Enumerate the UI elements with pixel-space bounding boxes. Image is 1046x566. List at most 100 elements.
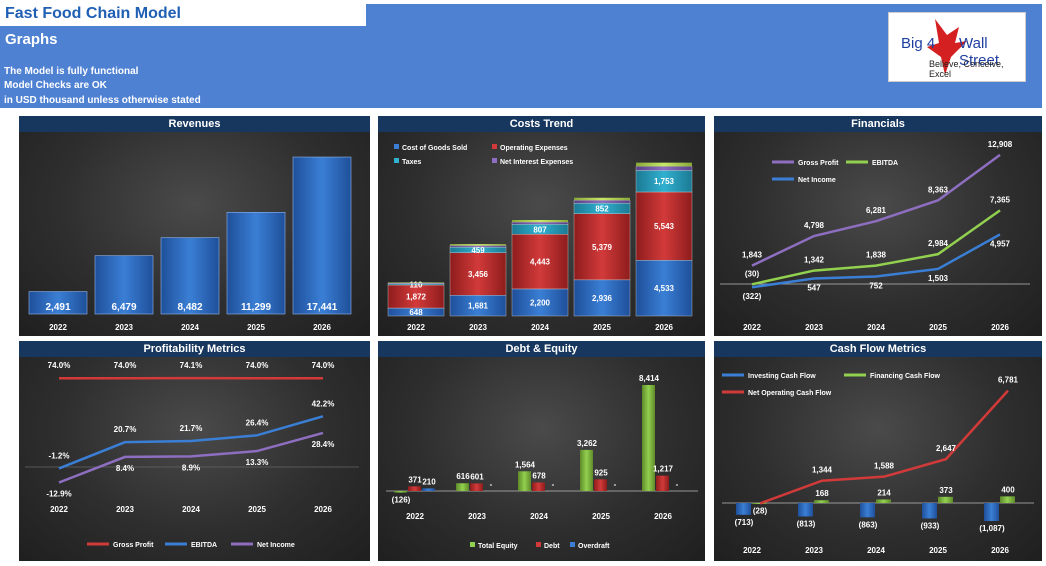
profitability-label-0-1: 74.0% — [114, 361, 137, 370]
cost-label-1-2024: 4,443 — [530, 258, 551, 267]
financials-label-0-1: 4,798 — [804, 221, 825, 230]
cost-bar-extra-2024 — [512, 220, 568, 223]
cost-label-1-2026: 5,543 — [654, 222, 675, 231]
cost-bar-3-2025 — [573, 200, 631, 204]
cost-bar-0-2025 — [573, 279, 631, 317]
debt-equity-label-2-2024: - — [552, 480, 555, 489]
cost-bar-1-2025 — [573, 213, 631, 281]
revenue-label-2026: 17,441 — [307, 302, 338, 313]
debt-equity-label-2-2026: - — [676, 480, 679, 489]
debt-equity-label-0-2025: 3,262 — [577, 439, 598, 448]
cost-label-2-2023: 459 — [471, 246, 485, 255]
legend-cogs-label: Cost of Goods Sold — [402, 145, 467, 152]
cash-flow-panel: Cash Flow Metrics (713) (28) 2022 (813) 168 2… — [714, 341, 1042, 561]
legend-opex-label: Operating Expenses — [500, 145, 568, 152]
company-logo: Big 4 Wall Street Believe, Conceive, Exc… — [888, 12, 1026, 82]
cash-flow-bar-1-2024 — [876, 499, 891, 503]
cash-flow-label-1-2024: 214 — [877, 488, 891, 497]
financials-label-1-2: 1,838 — [866, 251, 887, 260]
legend-net-income-label: Net Income — [798, 177, 836, 184]
cost-label-1-2025: 5,379 — [592, 243, 613, 252]
cost-bar-1-2026 — [635, 191, 693, 261]
cost-label-0-2022: 648 — [409, 308, 423, 317]
profitability-xtick-2024: 2024 — [182, 505, 200, 514]
cost-label-0-2025: 2,936 — [592, 294, 613, 303]
logo-text-right: Wall Street — [959, 35, 1000, 69]
cash-flow-label-1-2026: 400 — [1001, 485, 1015, 494]
debt-equity-label-1-2024: 678 — [532, 471, 546, 480]
logo-text-left: Big 4 — [901, 35, 936, 52]
logo-eagle-icon — [927, 19, 967, 75]
debt-equity-panel: Debt & Equity (126) 371 210 2022 616 601-2023… — [378, 341, 705, 561]
cash-flow-xtick-2022: 2022 — [743, 546, 761, 555]
cash-flow-bar-0-2022 — [736, 503, 751, 515]
revenue-label-2025: 11,299 — [241, 302, 271, 313]
legend-opex-swatch — [492, 144, 497, 149]
model-status-note: The Model is fully functional — [4, 66, 139, 77]
debt-equity-bar-1-2026 — [656, 475, 669, 491]
cash-flow-xtick-2024: 2024 — [867, 546, 885, 555]
debt-equity-bar-1-2023 — [470, 483, 483, 491]
profitability-label-1-1: 20.7% — [114, 425, 137, 434]
cash-flow-bar-0-2026 — [984, 503, 999, 522]
cost-label-2-2025: 852 — [595, 204, 609, 213]
debt-equity-xtick-2026: 2026 — [654, 512, 672, 521]
cash-flow-bar-0-2024 — [860, 503, 875, 518]
revenue-bar-2022 — [28, 291, 88, 315]
revenue-bar-2025 — [226, 212, 286, 315]
legend-gross-profit-label: Gross Profit — [798, 160, 839, 167]
debt-equity-label-1-2022: 371 — [408, 475, 422, 484]
profitability-label-2-4: 28.4% — [312, 440, 335, 449]
financials-label-1-4: 7,365 — [990, 195, 1011, 204]
financials-label-2-4: 4,957 — [990, 239, 1011, 248]
financials-xtick-2025: 2025 — [929, 323, 947, 332]
cash-flow-label-0-2026: (1,087) — [979, 524, 1005, 533]
cost-xtick-2022: 2022 — [407, 323, 425, 332]
legend-net-operating-cf-label: Net Operating Cash Flow — [748, 390, 832, 397]
cost-bar-extra-2025 — [574, 197, 630, 201]
cash-flow-bar-0-2025 — [922, 503, 937, 519]
cash-flow-xtick-2025: 2025 — [929, 546, 947, 555]
legend-total-equity-label: Total Equity — [478, 543, 518, 550]
profitability-xtick-2026: 2026 — [314, 505, 332, 514]
cost-bar-1-2024 — [511, 234, 569, 290]
cost-bar-3-2023 — [449, 245, 507, 248]
cash-flow-label-1-2022: (28) — [753, 506, 768, 515]
legend-financing-cf-label: Financing Cash Flow — [870, 373, 941, 380]
debt-equity-label-2-2023: - — [490, 480, 493, 489]
cash-flow-bar-0-2023 — [798, 503, 813, 517]
cash-flow-xtick-2023: 2023 — [805, 546, 823, 555]
net-op-cf-label-3: 2,647 — [936, 444, 957, 453]
cash-flow-label-1-2023: 168 — [815, 489, 829, 498]
cash-flow-label-0-2024: (863) — [859, 520, 878, 529]
profitability-line-1 — [58, 415, 324, 470]
cash-flow-bar-1-2025 — [938, 496, 953, 503]
profitability-label-2-0: -12.9% — [46, 489, 71, 498]
revenue-bar-2024 — [160, 237, 220, 315]
profitability-label-2-1: 8.4% — [116, 464, 134, 473]
revenues-panel: Revenues 2,491 2022 6,479 2023 8,482 2024 11,2… — [19, 116, 370, 336]
profitability-label-0-3: 74.0% — [246, 361, 269, 370]
debt-equity-bar-0-2025 — [580, 449, 593, 491]
cash-flow-chart: (713) (28) 2022 (813) 168 2023 (863) 214 2024 (93… — [722, 373, 1034, 555]
profitability-line-2 — [58, 431, 324, 484]
costs-trend-title: Costs Trend — [378, 116, 705, 132]
cost-xtick-2026: 2026 — [655, 323, 673, 332]
debt-equity-label-0-2024: 1,564 — [515, 460, 536, 469]
debt-equity-label-2-2022: 210 — [422, 477, 436, 486]
financials-label-1-0: (30) — [745, 269, 760, 278]
logo-tagline: Believe, Conceive, Excel — [929, 59, 1004, 79]
legend-interest-swatch — [492, 158, 497, 163]
cost-label-2-2024: 807 — [533, 225, 547, 234]
cash-flow-label-1-2025: 373 — [939, 486, 953, 495]
legend-net-income-pct-label: Net Income — [257, 542, 295, 549]
legend-taxes-swatch — [394, 158, 399, 163]
legend-ebitda-label: EBITDA — [872, 160, 898, 167]
debt-equity-bar-1-2025 — [594, 479, 607, 491]
profitability-title: Profitability Metrics — [19, 341, 370, 357]
revenue-xtick-2023: 2023 — [115, 323, 133, 332]
profitability-label-0-2: 74.1% — [180, 361, 203, 370]
costs-trend-panel: Costs Trend 648 1,872 110 2022 1,681 3,456 459… — [378, 116, 705, 336]
costs-trend-chart: 648 1,872 110 2022 1,681 3,456 459 2023 2,200 4,4… — [387, 144, 693, 332]
profitability-label-2-3: 13.3% — [246, 458, 269, 467]
